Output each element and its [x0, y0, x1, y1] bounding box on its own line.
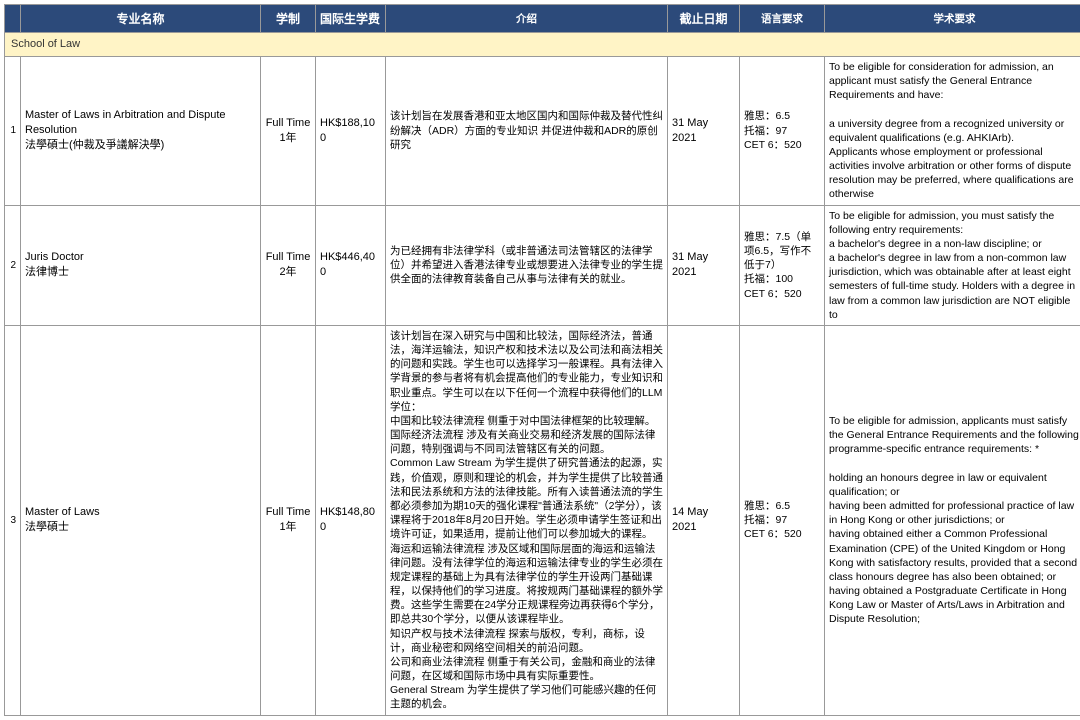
academic-req: To be eligible for consideration for adm… [825, 56, 1080, 205]
header-acad: 学术要求 [825, 5, 1080, 33]
academic-req: To be eligible for admission, applicants… [825, 325, 1080, 715]
header-lang: 语言要求 [740, 5, 825, 33]
header-mode: 学制 [261, 5, 316, 33]
program-table: 专业名称 学制 国际生学费 介绍 截止日期 语言要求 学术要求 专业链接 Sch… [4, 4, 1080, 716]
program-intro: 该计划旨在发展香港和亚太地区国内和国际仲裁及替代性纠纷解决（ADR）方面的专业知… [386, 56, 668, 205]
academic-req: To be eligible for admission, you must s… [825, 205, 1080, 325]
header-idx [5, 5, 21, 33]
deadline: 31 May 2021 [668, 205, 740, 325]
study-mode: Full Time 1年 [261, 56, 316, 205]
tuition-fee: HK$446,400 [316, 205, 386, 325]
table-row: 1Master of Laws in Arbitration and Dispu… [5, 56, 1080, 205]
language-req: 雅思：6.5 托福：97 CET 6：520 [740, 56, 825, 205]
program-intro: 为已经拥有非法律学科（或非普通法司法管辖区的法律学位）并希望进入香港法律专业或想… [386, 205, 668, 325]
header-deadline: 截止日期 [668, 5, 740, 33]
header-intro: 介绍 [386, 5, 668, 33]
header-row: 专业名称 学制 国际生学费 介绍 截止日期 语言要求 学术要求 专业链接 [5, 5, 1080, 33]
header-name: 专业名称 [21, 5, 261, 33]
table-row: 2Juris Doctor 法律博士Full Time 2年HK$446,400… [5, 205, 1080, 325]
deadline: 31 May 2021 [668, 56, 740, 205]
study-mode: Full Time 1年 [261, 325, 316, 715]
row-index: 2 [5, 205, 21, 325]
program-name: Master of Laws in Arbitration and Disput… [21, 56, 261, 205]
program-name: Juris Doctor 法律博士 [21, 205, 261, 325]
tuition-fee: HK$188,100 [316, 56, 386, 205]
header-fee: 国际生学费 [316, 5, 386, 33]
table-body: School of Law 1Master of Laws in Arbitra… [5, 33, 1080, 716]
program-intro: 该计划旨在深入研究与中国和比较法，国际经济法，普通法，海洋运输法，知识产权和技术… [386, 325, 668, 715]
deadline: 14 May 2021 [668, 325, 740, 715]
row-index: 1 [5, 56, 21, 205]
row-index: 3 [5, 325, 21, 715]
table-row: 3Master of Laws 法學碩士Full Time 1年HK$148,8… [5, 325, 1080, 715]
section-row: School of Law [5, 33, 1080, 57]
tuition-fee: HK$148,800 [316, 325, 386, 715]
program-name: Master of Laws 法學碩士 [21, 325, 261, 715]
study-mode: Full Time 2年 [261, 205, 316, 325]
language-req: 雅思：7.5（单项6.5，写作不低于7） 托福：100 CET 6：520 [740, 205, 825, 325]
section-label: School of Law [5, 33, 1080, 57]
language-req: 雅思：6.5 托福：97 CET 6：520 [740, 325, 825, 715]
